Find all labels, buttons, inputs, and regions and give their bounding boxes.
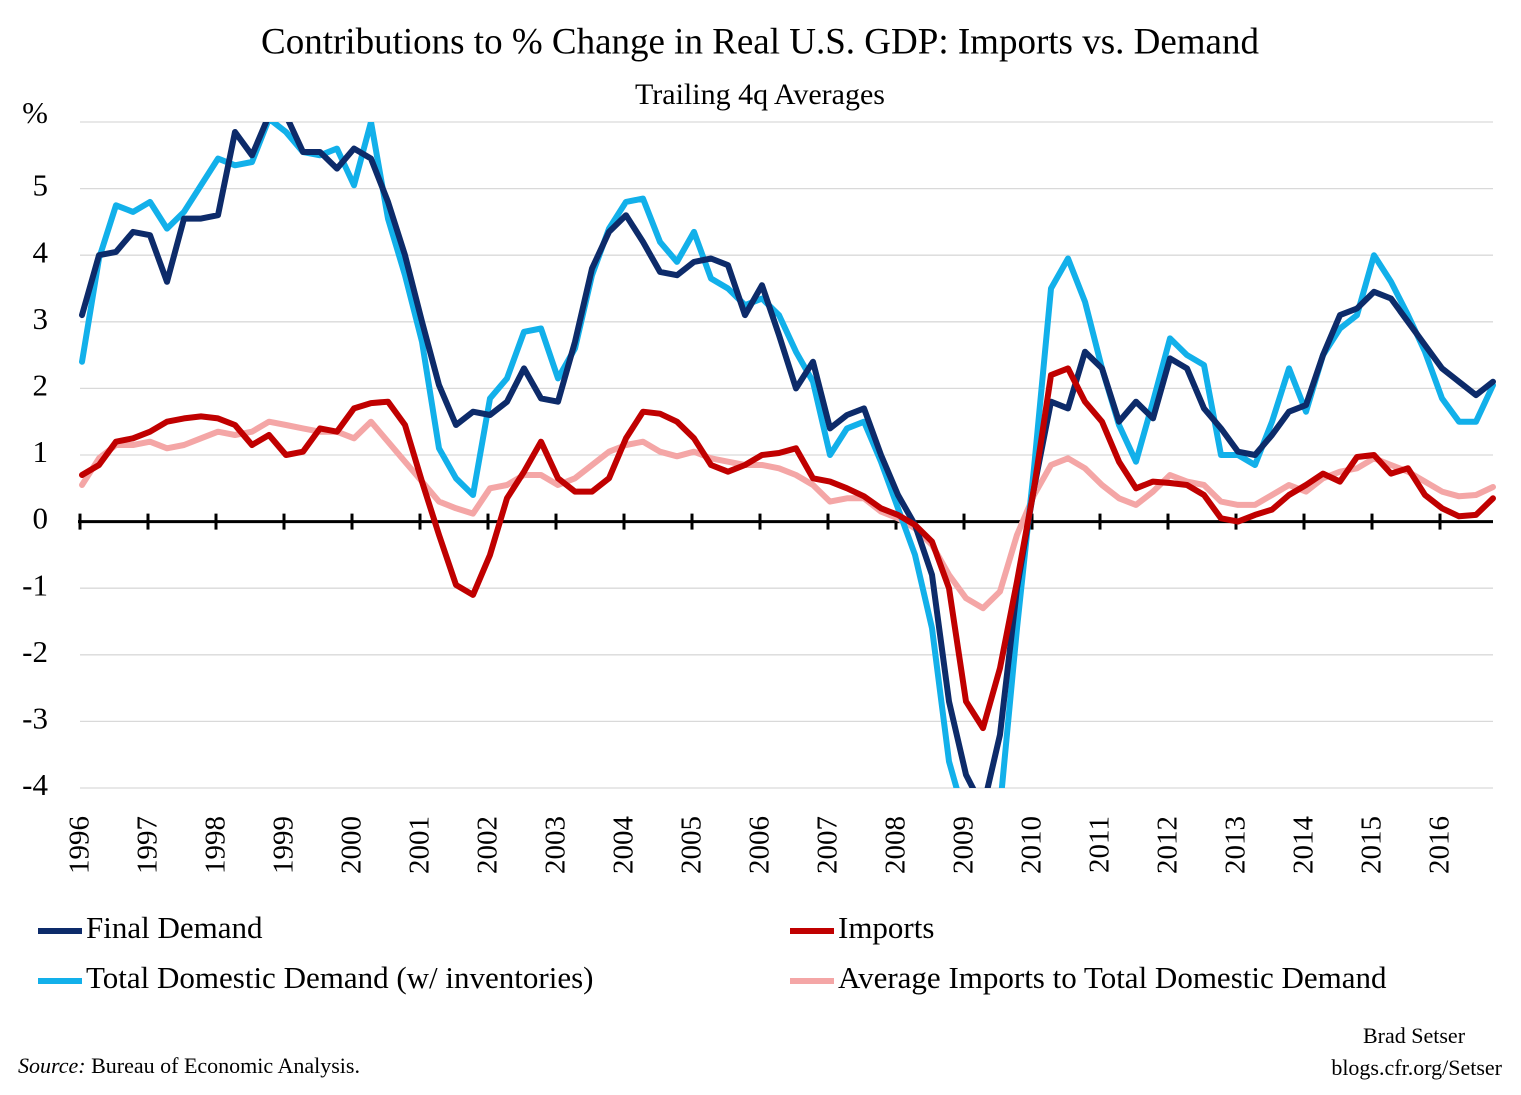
y-tick-label: 2: [33, 368, 49, 403]
y-tick-label: 1: [33, 434, 49, 469]
legend-label: Total Domestic Demand (w/ inventories): [86, 960, 593, 995]
legend-label: Average Imports to Total Domestic Demand: [838, 960, 1387, 995]
x-tick-label: 2014: [1288, 816, 1320, 875]
x-tick-label: 2004: [608, 816, 640, 875]
x-tick-label: 2002: [472, 816, 504, 874]
x-tick-label: 2000: [336, 816, 368, 874]
y-tick-label: 4: [33, 234, 49, 269]
x-tick-label: 2016: [1424, 816, 1456, 874]
x-tick-label: 1999: [268, 816, 300, 874]
x-tick-label: 2007: [812, 816, 844, 874]
y-tick-label: -4: [22, 767, 48, 802]
x-tick-label: 2003: [540, 816, 572, 874]
series-line: [79, 122, 1496, 788]
y-tick-label: 0: [33, 501, 49, 536]
legend-label: Final Demand: [86, 910, 263, 945]
x-tick-label: 1997: [132, 816, 164, 874]
y-tick-label: 5: [33, 168, 49, 203]
plot-lines: [79, 122, 1496, 788]
y-tick-label: -1: [22, 567, 48, 602]
y-tick-label: -2: [22, 634, 48, 669]
source-note: Source: Bureau of Economic Analysis.: [18, 1053, 360, 1078]
chart-title: Contributions to % Change in Real U.S. G…: [261, 21, 1259, 62]
x-tick-label: 2001: [404, 816, 436, 874]
credit-url: blogs.cfr.org/Setser: [1331, 1055, 1502, 1080]
x-tick-label: 2012: [1152, 816, 1184, 874]
y-tick-label: 3: [33, 301, 49, 336]
x-tick-label: 2009: [948, 816, 980, 874]
credit-name: Brad Setser: [1363, 1023, 1466, 1048]
x-tick-label: 1998: [200, 816, 232, 874]
source-label: Source:: [18, 1053, 86, 1078]
legend-label: Imports: [838, 910, 934, 945]
source-text: Bureau of Economic Analysis.: [91, 1053, 360, 1078]
y-tick-label: -3: [22, 701, 48, 736]
x-tick-label: 2010: [1016, 816, 1048, 874]
x-tick-label: 2005: [676, 816, 708, 874]
chart-subtitle: Trailing 4q Averages: [635, 78, 885, 111]
y-tick-label: %: [22, 95, 48, 130]
x-tick-label: 2015: [1356, 816, 1388, 874]
x-tick-label: 1996: [64, 816, 96, 874]
series-line: [79, 365, 1496, 732]
x-tick-label: 2006: [744, 816, 776, 874]
x-tick-label: 2011: [1084, 816, 1116, 873]
x-tick-label: 2013: [1220, 816, 1252, 874]
x-tick-label: 2008: [880, 816, 912, 874]
